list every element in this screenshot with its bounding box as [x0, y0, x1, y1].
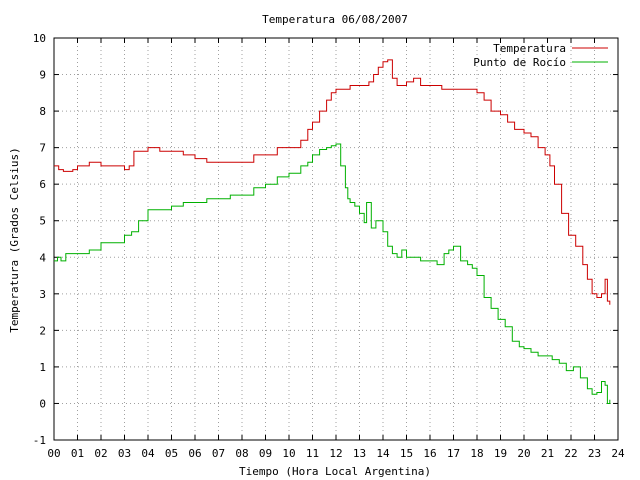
x-tick-label: 19 — [494, 447, 507, 460]
series-line-1 — [54, 59, 611, 305]
x-tick-label: 11 — [306, 447, 319, 460]
series-lines — [54, 59, 611, 404]
x-tick-label: 04 — [141, 447, 155, 460]
legend-label-2: Punto de Rocío — [473, 56, 566, 69]
x-tick-label: 02 — [94, 447, 107, 460]
y-tick-label: 9 — [39, 69, 46, 82]
x-tick-label: 06 — [188, 447, 201, 460]
y-tick-label: 5 — [39, 215, 46, 228]
y-tick-labels: -1 0 1 2 3 4 5 6 7 8 9 10 — [33, 32, 47, 447]
x-tick-label: 09 — [259, 447, 272, 460]
x-tick-label: 00 — [47, 447, 60, 460]
chart-title: Temperatura 06/08/2007 — [262, 13, 408, 26]
y-tick-label: 3 — [39, 288, 46, 301]
y-tick-label: 0 — [39, 397, 46, 410]
x-tick-label: 10 — [282, 447, 295, 460]
x-tick-labels: 00 01 02 03 04 05 06 07 08 09 10 11 12 13 14 15 16 17 18 19… — [47, 447, 625, 460]
x-tick-label: 21 — [541, 447, 554, 460]
x-tick-label: 12 — [329, 447, 342, 460]
x-tick-label: 07 — [212, 447, 225, 460]
y-tick-label: 6 — [39, 178, 46, 191]
y-tick-label: 4 — [39, 251, 46, 264]
series-line-2 — [54, 143, 611, 404]
x-tick-label: 01 — [71, 447, 84, 460]
x-tick-label: 23 — [588, 447, 601, 460]
axis-ticks — [53, 37, 619, 441]
x-tick-label: 08 — [235, 447, 248, 460]
x-axis-label: Tiempo (Hora Local Argentina) — [239, 465, 431, 478]
x-tick-label: 16 — [423, 447, 436, 460]
y-tick-label: -1 — [33, 434, 46, 447]
grid — [54, 38, 618, 440]
x-tick-label: 13 — [353, 447, 366, 460]
y-tick-label: 10 — [33, 32, 46, 45]
x-tick-label: 15 — [400, 447, 413, 460]
x-tick-label: 14 — [376, 447, 390, 460]
x-tick-label: 03 — [118, 447, 131, 460]
x-tick-label: 24 — [611, 447, 625, 460]
y-axis-label: Temperatura (Grados Celsius) — [8, 147, 21, 332]
legend-label-1: Temperatura — [493, 42, 566, 55]
y-tick-label: 7 — [39, 142, 46, 155]
x-tick-label: 22 — [564, 447, 577, 460]
y-tick-label: 2 — [39, 324, 46, 337]
x-tick-label: 17 — [447, 447, 460, 460]
x-tick-label: 18 — [470, 447, 483, 460]
x-tick-label: 05 — [165, 447, 178, 460]
x-tick-label: 20 — [517, 447, 530, 460]
y-tick-label: 1 — [39, 361, 46, 374]
y-tick-label: 8 — [39, 105, 46, 118]
